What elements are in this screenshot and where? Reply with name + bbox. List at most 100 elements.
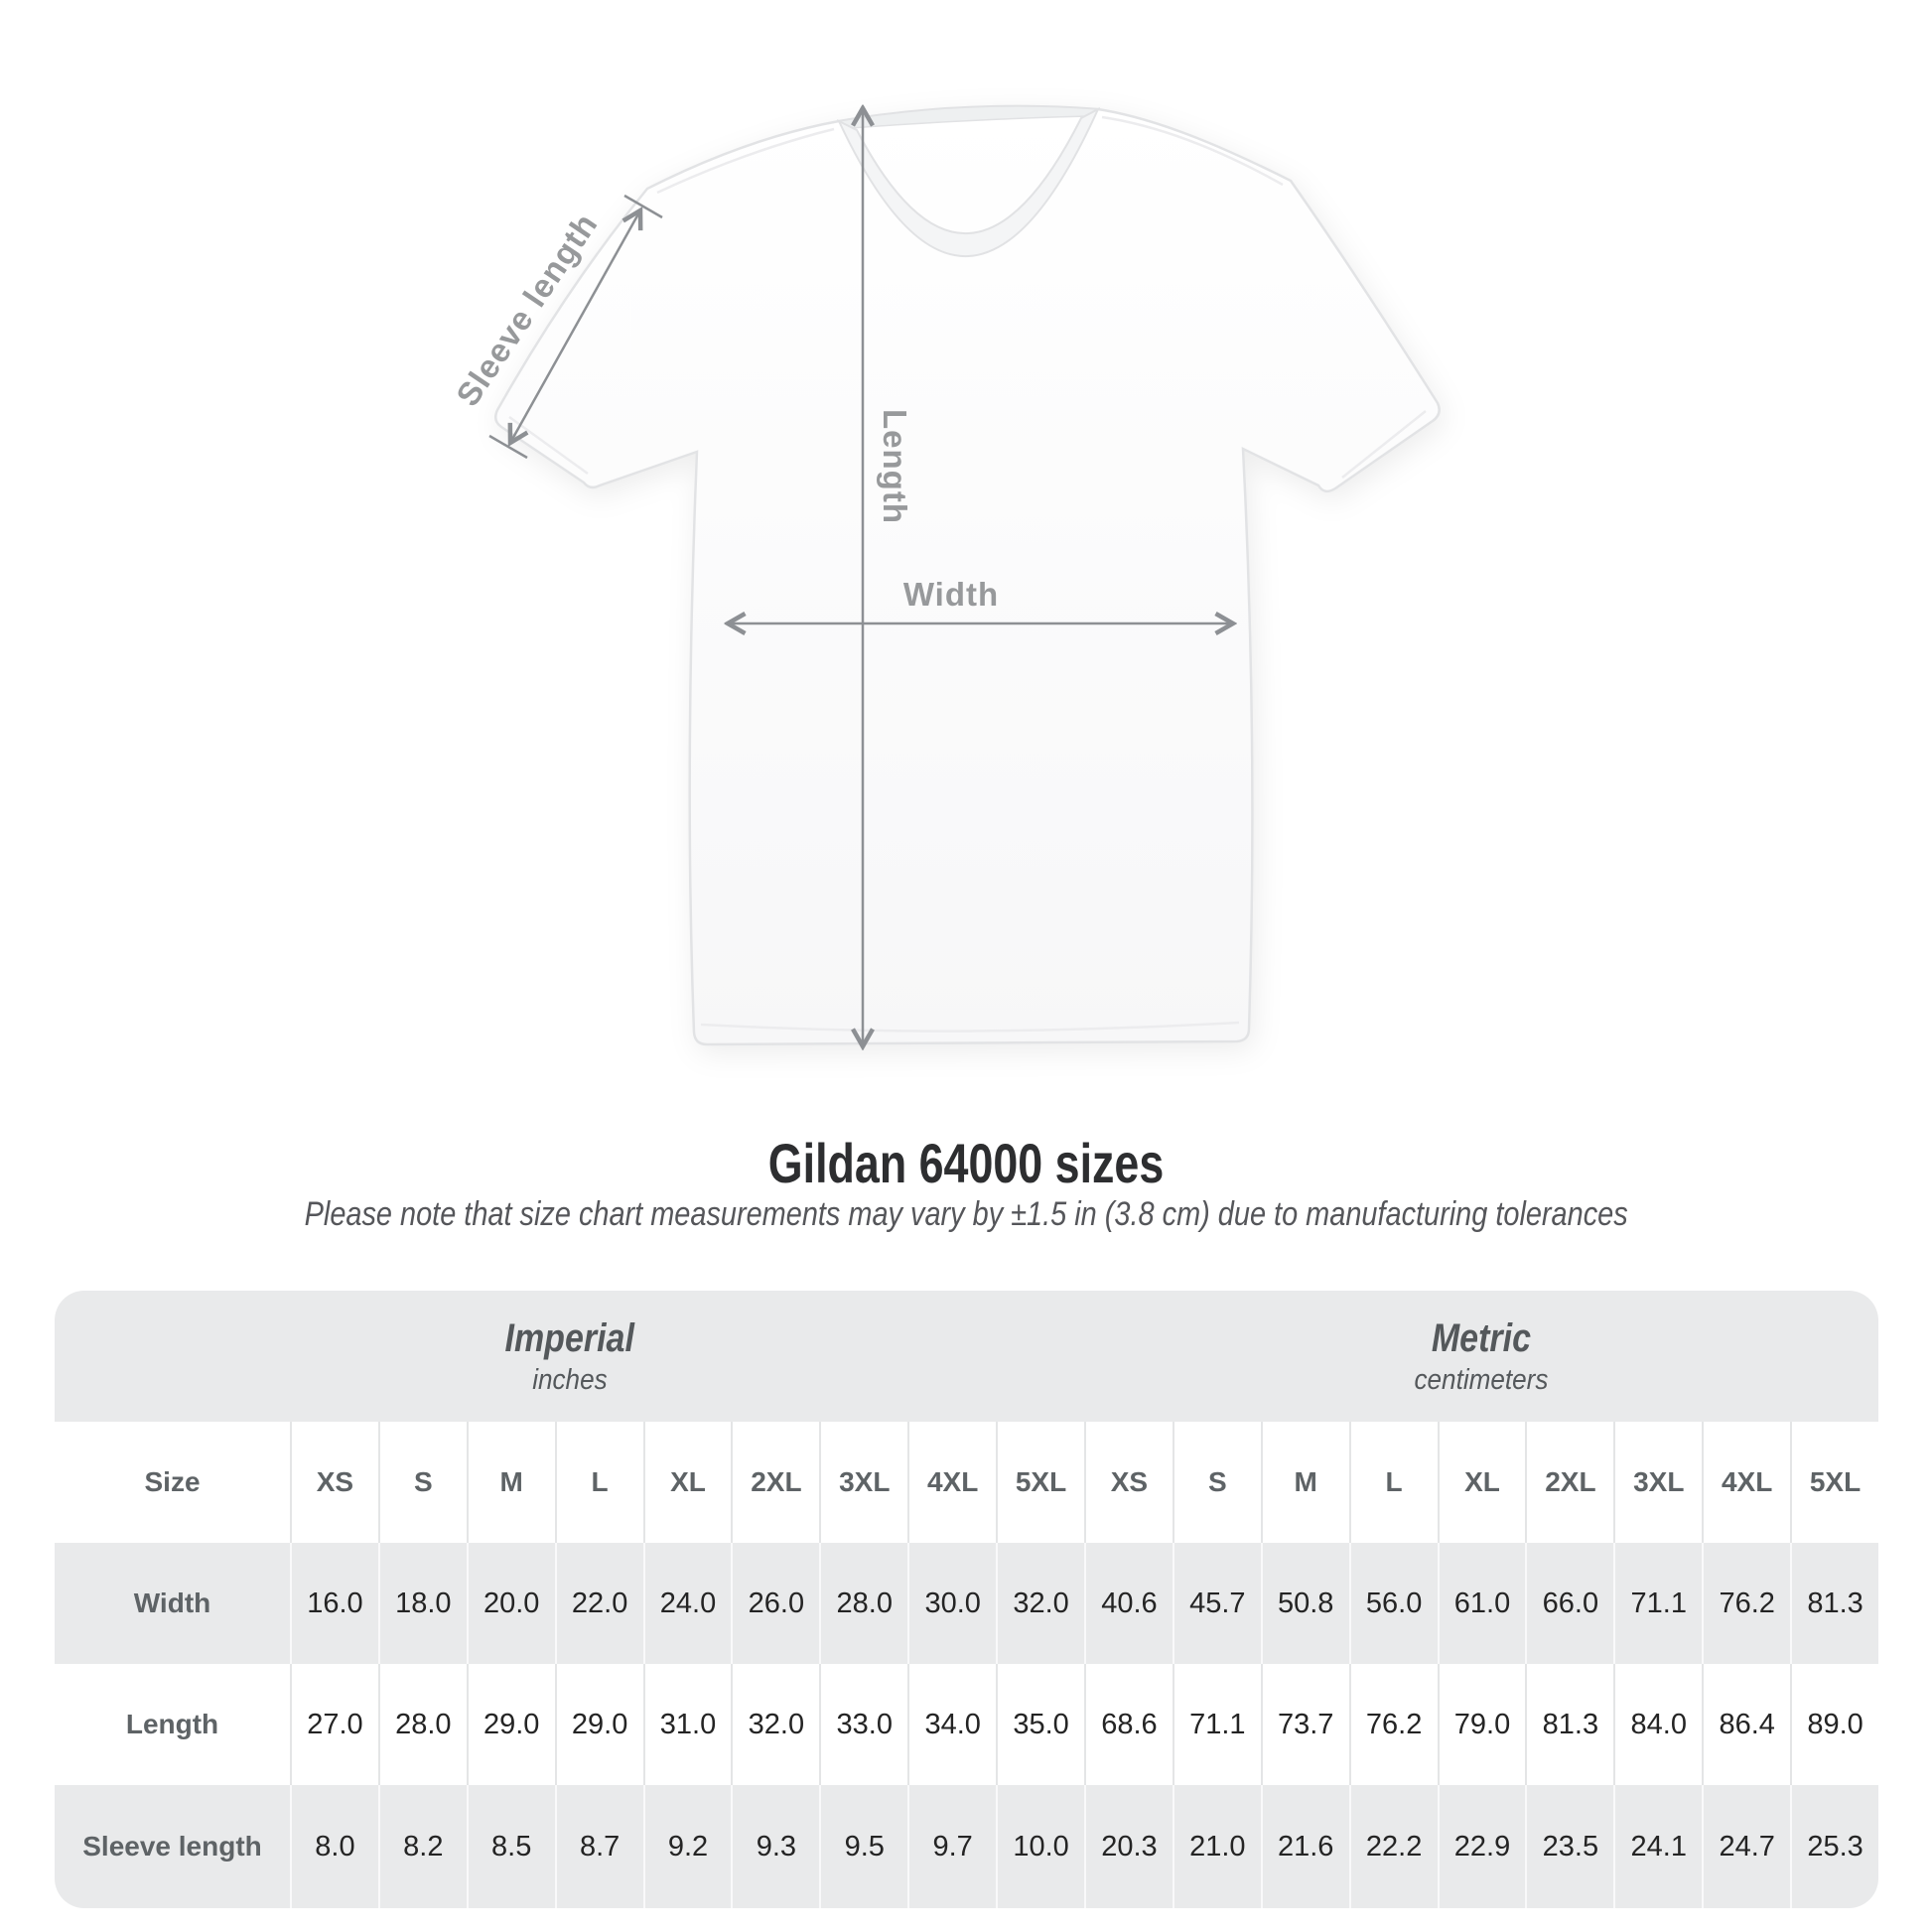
sleeve-value-cell: 8.0 [290,1785,378,1908]
width-value-cell: 30.0 [907,1543,996,1664]
width-value-cell: 40.6 [1083,1543,1173,1664]
size-column-header: 2XL [731,1422,819,1543]
width-value-cell: 76.2 [1702,1543,1790,1664]
size-column-header: 4XL [907,1422,996,1543]
length-value-cell: 76.2 [1348,1664,1438,1785]
size-column-header: XL [1437,1422,1526,1543]
sleeve-value-cell: 10.0 [996,1785,1084,1908]
size-column-header: S [377,1422,467,1543]
metric-unit-header: Metric centimeters [1084,1291,1878,1422]
width-value-cell: 61.0 [1437,1543,1526,1664]
size-column-header: XS [290,1422,378,1543]
length-value-cell: 32.0 [731,1664,819,1785]
size-column-header: 2XL [1525,1422,1613,1543]
page-title-text: Gildan 64000 sizes [767,1132,1165,1194]
length-value-cell: 86.4 [1702,1664,1790,1785]
sleeve-value-cell: 20.3 [1083,1785,1173,1908]
size-column-header: 5XL [996,1422,1084,1543]
tolerance-note: Please note that size chart measurements… [0,1197,1932,1231]
row-label-width: Width [133,1587,211,1618]
length-value-cell: 35.0 [996,1664,1084,1785]
length-value-cell: 34.0 [907,1664,996,1785]
size-column-header: 4XL [1702,1422,1790,1543]
size-column-header: L [554,1422,643,1543]
page-title: Gildan 64000 sizes [0,1136,1932,1191]
table-row-width: Width 16.0 18.0 20.0 22.0 24.0 26.0 28.0 30.0 32… [55,1543,1878,1664]
row-label-sleeve-length: Sleeve length [82,1831,262,1862]
sleeve-value-cell: 9.5 [819,1785,907,1908]
length-value-cell: 29.0 [466,1664,555,1785]
width-value-cell: 20.0 [466,1543,555,1664]
size-table: Imperial inches Metric centimeters Size … [55,1291,1878,1908]
sleeve-value-cell: 22.2 [1348,1785,1438,1908]
length-value-cell: 89.0 [1790,1664,1878,1785]
imperial-sublabel: inches [531,1363,608,1396]
sleeve-value-cell: 25.3 [1790,1785,1878,1908]
tshirt-measurement-diagram: Sleeve length Length Width [449,0,1441,1112]
sleeve-length-arrow [510,210,640,443]
size-column-header: 3XL [819,1422,907,1543]
length-value-cell: 84.0 [1613,1664,1702,1785]
width-value-cell: 56.0 [1348,1543,1438,1664]
unit-header-row: Imperial inches Metric centimeters [55,1291,1878,1422]
width-value-cell: 45.7 [1172,1543,1261,1664]
tshirt-collar [836,106,1101,257]
metric-label: Metric [1431,1315,1532,1360]
row-label-length: Length [125,1709,219,1739]
size-header-row: Size XS S M L XL 2XL 3XL 4XL 5XL XS S M L XL 2XL 3XL 4X… [55,1422,1878,1543]
sleeve-value-cell: 9.2 [642,1785,732,1908]
width-value-cell: 28.0 [819,1543,907,1664]
tshirt-graphic [493,104,1441,1046]
length-value-cell: 79.0 [1437,1664,1526,1785]
width-value-cell: 66.0 [1525,1543,1613,1664]
imperial-label: Imperial [504,1315,634,1360]
length-value-cell: 31.0 [642,1664,732,1785]
sleeve-value-cell: 9.3 [731,1785,819,1908]
length-value-cell: 81.3 [1525,1664,1613,1785]
width-value-cell: 22.0 [554,1543,643,1664]
width-value-cell: 26.0 [731,1543,819,1664]
table-row-sleeve-length: Sleeve length 8.0 8.2 8.5 8.7 9.2 9.3 9.5 9.7 10… [55,1785,1878,1908]
size-column-header: 3XL [1613,1422,1702,1543]
length-value-cell: 28.0 [377,1664,467,1785]
sleeve-value-cell: 9.7 [907,1785,996,1908]
tolerance-note-text: Please note that size chart measurements… [304,1195,1628,1233]
sleeve-value-cell: 24.1 [1613,1785,1702,1908]
sleeve-value-cell: 22.9 [1437,1785,1526,1908]
sleeve-value-cell: 21.6 [1260,1785,1349,1908]
size-column-header: 5XL [1790,1422,1878,1543]
imperial-unit-header: Imperial inches [55,1291,1084,1422]
width-value-cell: 71.1 [1613,1543,1702,1664]
length-value-cell: 68.6 [1083,1664,1173,1785]
sleeve-arrow-bottom-tick [488,434,528,460]
width-label: Width [903,576,999,613]
sleeve-value-cell: 8.7 [554,1785,643,1908]
length-value-cell: 71.1 [1172,1664,1261,1785]
metric-sublabel: centimeters [1414,1363,1549,1396]
size-column-header: XL [642,1422,732,1543]
length-value-cell: 29.0 [554,1664,643,1785]
size-column-header: L [1348,1422,1438,1543]
width-value-cell: 24.0 [642,1543,732,1664]
sleeve-value-cell: 24.7 [1702,1785,1790,1908]
width-value-cell: 81.3 [1790,1543,1878,1664]
size-column-header: S [1172,1422,1261,1543]
sleeve-value-cell: 21.0 [1172,1785,1261,1908]
width-value-cell: 18.0 [377,1543,467,1664]
sleeve-value-cell: 8.5 [466,1785,555,1908]
size-column-header: XS [1083,1422,1173,1543]
length-value-cell: 73.7 [1260,1664,1349,1785]
size-corner-label: Size [144,1466,201,1497]
width-value-cell: 50.8 [1260,1543,1349,1664]
width-value-cell: 16.0 [290,1543,378,1664]
sleeve-value-cell: 23.5 [1525,1785,1613,1908]
length-label: Length [877,409,913,524]
length-value-cell: 27.0 [290,1664,378,1785]
table-row-length: Length 27.0 28.0 29.0 29.0 31.0 32.0 33.0 34.0 3… [55,1664,1878,1785]
size-column-header: M [466,1422,555,1543]
size-column-header: M [1260,1422,1349,1543]
sleeve-arrow-top-tick [623,194,663,219]
width-value-cell: 32.0 [996,1543,1084,1664]
sleeve-value-cell: 8.2 [377,1785,467,1908]
length-value-cell: 33.0 [819,1664,907,1785]
